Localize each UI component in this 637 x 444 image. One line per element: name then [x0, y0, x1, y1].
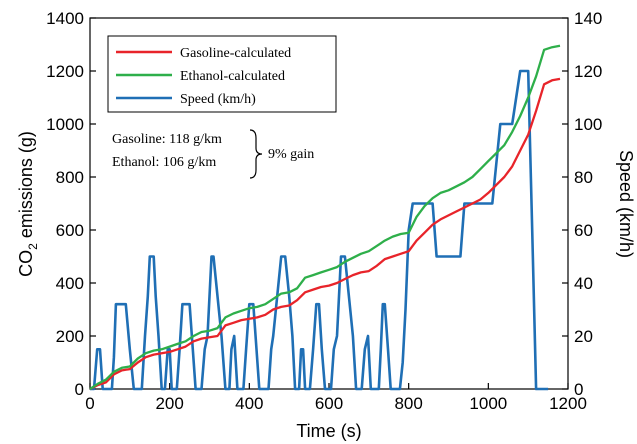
left-y-axis-title-subscript: 2: [26, 243, 40, 250]
left-y-tick-label: 1000: [46, 115, 84, 134]
x-tick-label: 1200: [549, 394, 587, 413]
x-tick-label: 0: [85, 394, 94, 413]
left-y-tick-label: 400: [56, 274, 84, 293]
series-line-gasoline: [89, 77, 561, 391]
series-line-speed: [90, 69, 549, 391]
series-line-ethanol: [89, 44, 561, 390]
right-y-tick-label: 80: [574, 168, 593, 187]
left-y-tick-label: 1400: [46, 9, 84, 28]
right-y-axis-ticks: 0 20 40 60 80 100 120 140: [562, 9, 602, 399]
left-y-tick-label: 600: [56, 221, 84, 240]
annotation-gasoline: Gasoline: 118 g/km: [112, 132, 222, 147]
left-y-tick-label: 800: [56, 168, 84, 187]
x-tick-label: 400: [235, 394, 263, 413]
x-tick-label: 200: [155, 394, 183, 413]
series-lines: [89, 44, 561, 391]
right-y-tick-label: 40: [574, 274, 593, 293]
annotation-gain: 9% gain: [268, 147, 314, 162]
right-y-axis-title: Speed (km/h): [616, 150, 636, 258]
right-y-tick-label: 140: [574, 9, 602, 28]
annotation-brace: [249, 129, 263, 179]
left-y-tick-label: 200: [56, 327, 84, 346]
annotation-ethanol: Ethanol: 106 g/km: [112, 155, 216, 170]
left-y-tick-label: 0: [75, 380, 84, 399]
x-tick-label: 800: [394, 394, 422, 413]
x-axis-title: Time (s): [296, 421, 361, 441]
legend-label-gasoline: Gasoline-calculated: [180, 46, 291, 61]
legend: Gasoline-calculated Ethanol-calculated S…: [107, 35, 337, 113]
legend-label-ethanol: Ethanol-calculated: [180, 69, 285, 84]
right-y-tick-label: 100: [574, 115, 602, 134]
right-y-tick-label: 120: [574, 62, 602, 81]
x-tick-label: 1000: [469, 394, 507, 413]
left-y-axis-ticks: 0 200 400 600 800 1000 1200 1400: [46, 9, 96, 399]
left-y-tick-label: 1200: [46, 62, 84, 81]
left-y-axis-title-main: CO: [16, 250, 36, 277]
right-y-tick-label: 0: [574, 380, 583, 399]
emissions-annotation: Gasoline: 118 g/km Ethanol: 106 g/km 9% …: [112, 129, 314, 179]
x-tick-label: 600: [315, 394, 343, 413]
legend-label-speed: Speed (km/h): [180, 92, 256, 107]
left-y-axis-title: CO2 emissions (g): [16, 131, 40, 277]
right-y-tick-label: 60: [574, 221, 593, 240]
left-y-axis-title-rest: emissions (g): [16, 131, 36, 243]
x-axis-ticks: 0 200 400 600 800 1000 1200: [85, 383, 587, 413]
right-y-tick-label: 20: [574, 327, 593, 346]
